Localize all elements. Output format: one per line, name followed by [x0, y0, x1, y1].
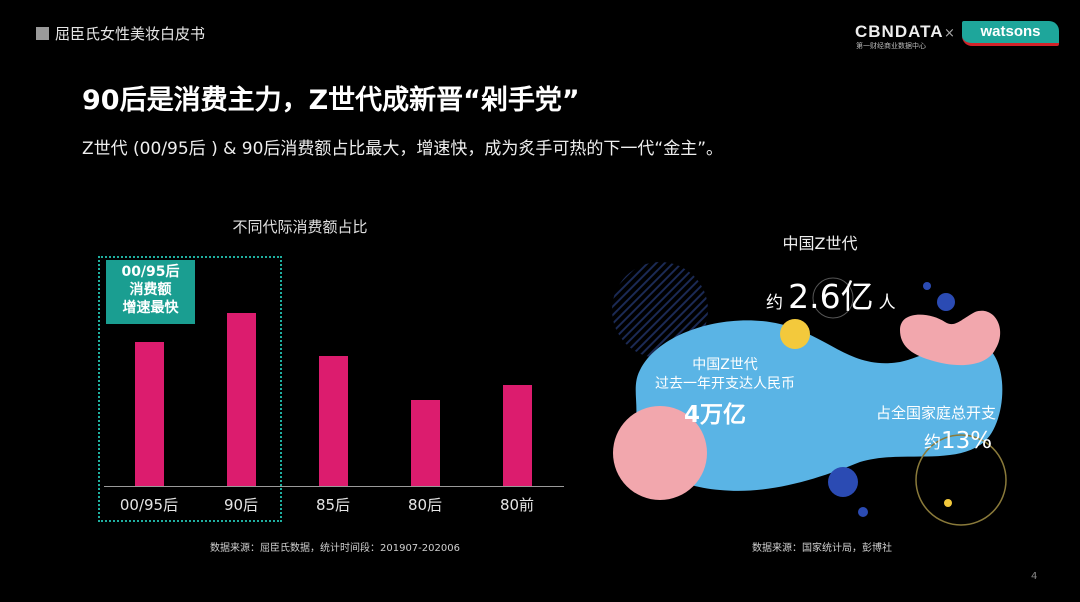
x-label: 85后 — [315, 496, 351, 514]
spend-value: 4万亿 — [683, 402, 746, 428]
x-axis-line — [104, 486, 564, 487]
share-label: 占全国家庭总开支 — [876, 404, 997, 422]
bar-85 — [319, 356, 348, 486]
callout-line: 增速最快 — [122, 300, 179, 316]
watsons-logo: watsons — [962, 21, 1059, 46]
callout-line: 00/95后 — [121, 264, 180, 280]
x-label: 00/95后 — [119, 496, 179, 514]
population-suffix: 人 — [878, 293, 896, 313]
share-prefix: 约 — [924, 433, 941, 453]
growth-callout: 00/95后 消费额 增速最快 — [106, 260, 195, 324]
x-label: 80前 — [499, 496, 535, 514]
x-label: 90后 — [223, 496, 259, 514]
spend-line-2: 过去一年开支达人民币 — [655, 376, 795, 392]
spend-description: 中国Z世代 过去一年开支达人民币 — [650, 356, 800, 394]
right-source-note: 数据来源：国家统计局，彭博社 — [752, 543, 892, 554]
population-value: 2.6亿 — [788, 277, 874, 316]
decorative-blobs — [612, 262, 1007, 526]
bar-90 — [227, 313, 256, 486]
logo-separator: × — [944, 26, 955, 41]
bar-80-before — [503, 385, 532, 486]
header-square-icon — [36, 27, 49, 40]
x-label: 80后 — [407, 496, 443, 514]
spend-line-1: 中国Z世代 — [692, 357, 758, 373]
population-stat: 约 2.6亿 人 — [766, 270, 896, 318]
share-value: 13% — [941, 428, 993, 454]
page-title: 90后是消费主力，Z世代成新晋“剁手党” — [82, 85, 580, 116]
chart-title: 不同代际消费额占比 — [232, 218, 368, 236]
left-source-note: 数据来源：屈臣氏数据，统计时间段：201907-202006 — [210, 543, 460, 554]
bar-00-95 — [135, 342, 164, 486]
callout-line: 消费额 — [129, 282, 172, 298]
report-title: 屈臣氏女性美妆白皮书 — [55, 25, 206, 43]
page-subtitle: Z世代 (00/95后 ) & 90后消费额占比最大，增速快，成为炙手可热的下一… — [82, 139, 724, 159]
highlight-frame — [98, 256, 282, 522]
z-generation-title: 中国Z世代 — [782, 234, 858, 253]
bar-80 — [411, 400, 440, 486]
cbndata-logo: CBNDATA — [855, 22, 944, 41]
page-number: 4 — [1031, 571, 1038, 582]
cbndata-logo-subtitle: 第一财经商业数据中心 — [856, 42, 926, 50]
population-prefix: 约 — [766, 293, 783, 313]
share-stat: 约13% — [924, 428, 992, 454]
